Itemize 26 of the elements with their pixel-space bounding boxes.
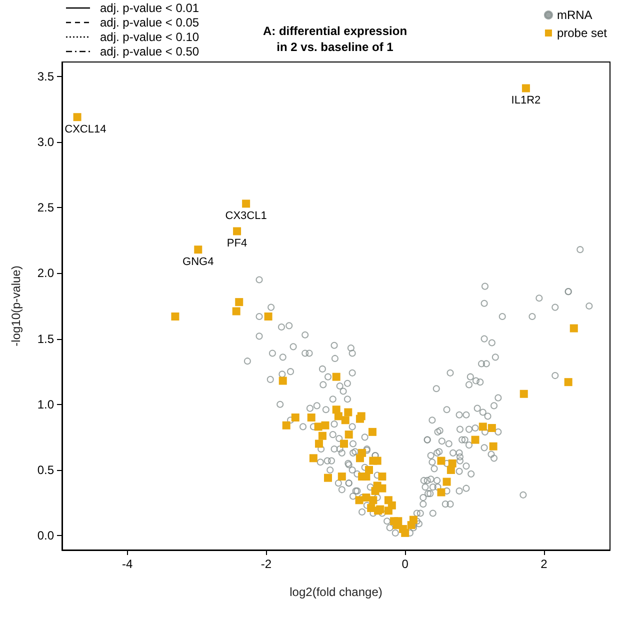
annotation: IL1R2 — [511, 94, 541, 107]
annotation: CX3CL1 — [225, 210, 267, 222]
x-tick-label: 2 — [540, 557, 548, 571]
y-tick-label: 2.5 — [37, 200, 54, 215]
y-tick-label: 1.0 — [37, 397, 54, 412]
x-tick-label: -2 — [260, 557, 272, 571]
legend-label: adj. p-value < 0.01 — [100, 1, 200, 15]
annotation: GNG4 — [182, 256, 214, 268]
y-tick-label: 3.5 — [37, 69, 54, 84]
annotation: CXCL14 — [64, 124, 106, 136]
x-tick-label: -4 — [122, 557, 133, 571]
y-tick-label: 2.0 — [37, 266, 54, 280]
legend-label: probe set — [556, 26, 608, 40]
y-tick-label: 3.0 — [37, 135, 54, 150]
y-axis-title: -log10(p-value) — [9, 266, 23, 346]
y-tick-label: 0.0 — [37, 528, 54, 543]
legend-label: adj. p-value < 0.05 — [100, 16, 200, 30]
x-axis-title: log2(fold change) — [290, 585, 382, 599]
annotation: PF4 — [226, 238, 248, 250]
legend-label: adj. p-value < 0.10 — [100, 30, 200, 44]
y-tick-label: 0.5 — [37, 462, 54, 477]
legend-label: adj. p-value < 0.50 — [100, 44, 200, 58]
chart-title: A: differential expression in 2 vs. baseline of 1 — [262, 24, 408, 54]
x-tick-label: 0 — [402, 557, 409, 571]
y-tick-label: 1.5 — [37, 332, 54, 346]
legend-label: mRNA — [556, 8, 592, 22]
